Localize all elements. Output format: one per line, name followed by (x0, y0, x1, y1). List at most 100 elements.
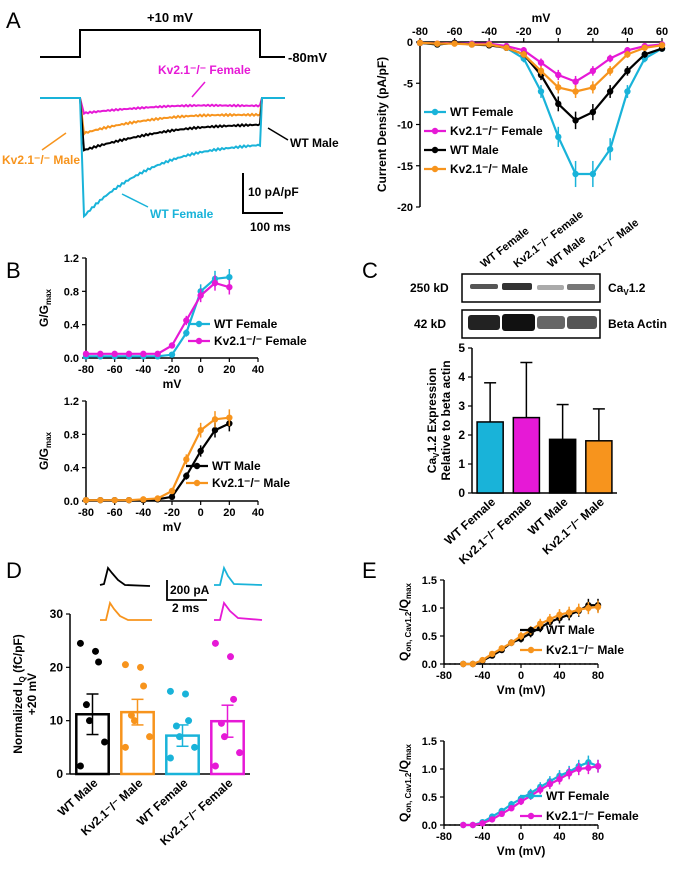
y-axis-label-sub: max (44, 288, 53, 305)
data-point (182, 690, 189, 698)
data-point (127, 711, 135, 719)
trace-label-kv-male: Kv2.1⁻/⁻ Male (2, 153, 80, 167)
data-point (172, 722, 180, 730)
x-tick-label: -40 (135, 507, 151, 519)
legend-label: WT Female (214, 317, 278, 331)
y-axis-label-sub2: max (404, 743, 413, 760)
data-point (191, 743, 199, 751)
inset-scale-y-label: 200 pA (170, 583, 210, 597)
y-axis-label-main: Q (397, 652, 411, 661)
data-point (589, 170, 597, 178)
data-point (101, 738, 109, 746)
legend-marker (431, 146, 439, 154)
voltage-protocol (40, 29, 285, 58)
legend-label: Kv2.1⁻/⁻ Male (546, 643, 624, 657)
y-tick-label: 1.0 (422, 603, 437, 615)
data-point (183, 317, 190, 324)
data-point (520, 51, 527, 58)
legend-marker (527, 646, 535, 654)
legend-label: WT Male (450, 143, 499, 157)
legend: WT Female Kv2.1⁻/⁻ Female (188, 317, 307, 348)
data-point (82, 496, 90, 504)
y-tick-label: -5 (403, 78, 413, 90)
x-tick-label: -60 (107, 364, 123, 376)
data-point (555, 100, 562, 108)
data-point (166, 754, 174, 762)
x-tick-label: 40 (252, 507, 264, 519)
data-point (121, 661, 129, 669)
data-point (575, 765, 582, 773)
blot-band (502, 314, 535, 331)
x-tick-label: -40 (135, 364, 151, 376)
data-point (488, 816, 496, 823)
inset-trace-kv-male (100, 600, 152, 621)
trace-wt-female (40, 97, 285, 219)
y-axis-label: Current Density (pA/pF) (375, 57, 389, 192)
data-point (485, 41, 493, 48)
legend-marker (193, 479, 201, 487)
y-axis-label: G/Gmax (37, 288, 53, 327)
x-tick-label: 20 (223, 364, 235, 376)
data-point (168, 342, 176, 349)
data-point (183, 329, 190, 337)
y-tick-label: 0.4 (64, 463, 80, 475)
legend: WT Male Kv2.1⁻/⁻ Male (186, 459, 290, 490)
x-axis-label: mV (163, 377, 182, 391)
legend-label: WT Female (546, 789, 610, 803)
blot-band (567, 284, 595, 290)
x-tick-label: 40 (553, 670, 565, 682)
data-point (121, 743, 129, 751)
data-point (555, 133, 562, 141)
western-blot: 250 kD 42 kD CaV1.2 Beta Actin (410, 273, 667, 339)
x-axis-label: Vm (mV) (497, 683, 546, 697)
x-tick-label: 80 (592, 831, 604, 843)
data-point (488, 650, 496, 658)
x-tick-label: -40 (475, 670, 491, 682)
data-point (125, 496, 133, 504)
x-tick-label: 0 (555, 26, 561, 38)
data-point (537, 88, 545, 95)
blot-band (537, 285, 564, 290)
data-point (168, 487, 176, 495)
y-tick-label: 2 (458, 428, 465, 442)
arrow-wt-male (267, 127, 289, 141)
data-point (197, 447, 204, 455)
x-axis-label: Vm (mV) (497, 844, 546, 858)
x-tick-label: -80 (412, 26, 428, 38)
y-tick-label: 30 (50, 607, 64, 621)
y-axis-label-main: Current Density (pA/pF) (375, 57, 389, 192)
legend-marker (195, 337, 203, 345)
x-tick-label: -20 (164, 364, 180, 376)
y-axis-label-rest: (fC/pF) (11, 634, 25, 676)
legend-label: Kv2.1⁻/⁻ Male (212, 476, 290, 490)
y-axis-label-rest: 1.2 Expression (425, 368, 439, 453)
data-point (537, 786, 544, 793)
data-point (555, 71, 562, 79)
data-point (537, 59, 545, 66)
data-point (572, 170, 579, 178)
data-point (86, 717, 93, 725)
bar (512, 416, 541, 494)
data-point (211, 639, 219, 647)
x-tick-label: 60 (656, 26, 668, 38)
data-point (546, 780, 554, 788)
legend-marker (527, 812, 535, 820)
data-point (185, 717, 193, 725)
arrow-wt-female (121, 193, 149, 208)
data-point (606, 146, 614, 153)
inset-trace-kv-female (214, 600, 263, 621)
trace-label-wt-female: WT Female (150, 207, 214, 221)
data-point (451, 40, 458, 47)
current-traces-panel: +10 mV -80mV Kv2.1⁻/⁻ Female Kv2.1⁻/⁻ Ma… (2, 10, 339, 234)
x-tick-label: -80 (436, 670, 452, 682)
data-point (92, 647, 99, 655)
data-point (469, 660, 477, 668)
scale-bar-y-label: 10 pA/pF (248, 185, 299, 199)
bar (476, 421, 504, 494)
data-point (211, 416, 219, 423)
data-point (589, 108, 597, 116)
data-point (211, 426, 219, 434)
legend-marker (195, 320, 203, 328)
bar (548, 438, 577, 494)
